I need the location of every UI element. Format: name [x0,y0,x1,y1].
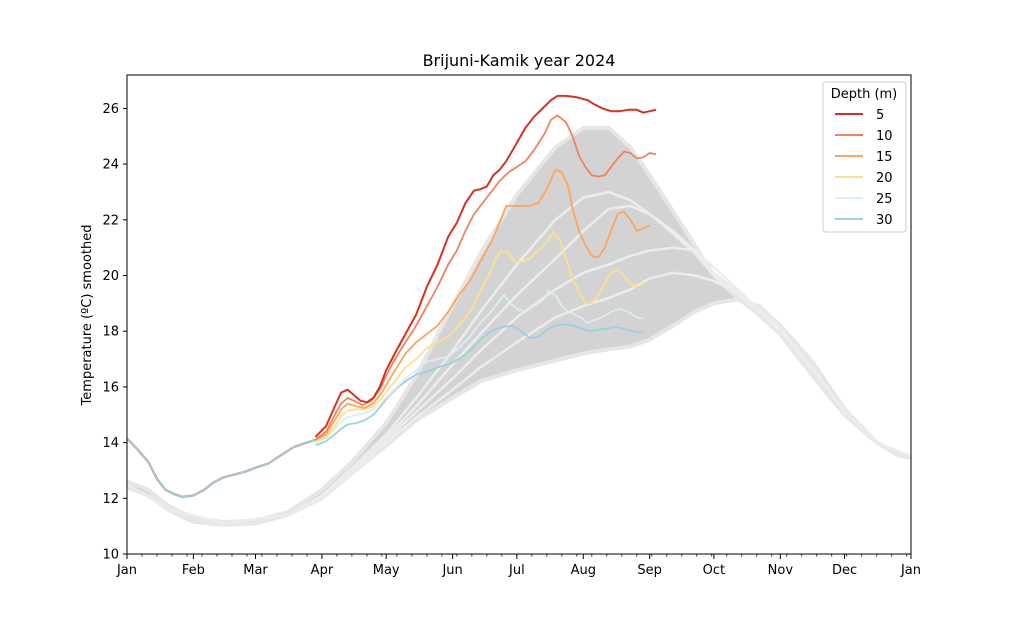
x-tick-label: Dec [832,563,857,578]
climatology-band-layer [126,125,912,527]
y-tick-label: 24 [102,158,119,173]
legend-items: 5 10 15 20 25 30 [835,108,893,228]
climatology-band [127,127,911,525]
y-tick-label: 12 [102,492,119,507]
y-tick-label: 22 [102,213,119,228]
y-tick-label: 18 [102,325,119,340]
x-tick-label: May [373,563,400,578]
series-layer [126,94,657,498]
series-line-early-shared-under [126,437,316,498]
y-tick-label: 14 [102,436,119,451]
y-axis: 10 12 14 16 18 20 22 24 26 [102,102,127,563]
series-line-early-shared [126,437,316,498]
x-tick-label: Nov [768,563,794,578]
legend-label-depth-30: 30 [876,213,893,228]
series-line-depth-5 [314,94,657,438]
x-tick-label: Jan [900,563,921,578]
x-tick-label: Aug [571,563,596,578]
legend: Depth (m) 5 10 15 20 25 30 [822,81,907,233]
x-tick-label: Jan [116,563,137,578]
legend-label-depth-15: 15 [876,150,893,165]
series-line-depth-30 [315,323,644,447]
legend-label-depth-20: 20 [876,171,893,186]
series-line-depth-25 [315,289,644,444]
x-tick-label: Mar [243,563,268,578]
climatology-line-4 [126,271,912,525]
legend-box [822,81,907,233]
x-tick-label: Apr [311,563,334,578]
x-axis: Jan Feb Mar Apr May Jun Jul Aug Sep Oct Nov Dec Jan [116,554,921,578]
y-tick-label: 20 [102,269,119,284]
x-tick-label: Sep [637,563,662,578]
chart-title: Brijuni-Kamik year 2024 [423,51,616,70]
series-line-depth-15 [315,168,651,441]
plot-area [126,94,912,527]
legend-label-depth-5: 5 [876,108,884,123]
legend-label-depth-25: 25 [876,192,893,207]
legend-label-depth-10: 10 [876,129,893,144]
legend-title: Depth (m) [831,87,898,102]
y-tick-label: 26 [102,102,119,117]
climatology-lines-layer [126,190,912,525]
x-tick-label: Jun [441,563,462,578]
series-line-depth-20 [315,231,644,443]
x-tick-label: Feb [182,563,205,578]
climatology-band-lower-edge [126,297,912,527]
plot-frame [126,74,912,555]
y-tick-label: 10 [102,548,119,563]
x-tick-label: Oct [703,563,725,578]
y-axis-label: Temperature (ºC) smoothed [80,225,95,407]
y-tick-label: 16 [102,380,119,395]
x-tick-label: Jul [508,563,525,578]
